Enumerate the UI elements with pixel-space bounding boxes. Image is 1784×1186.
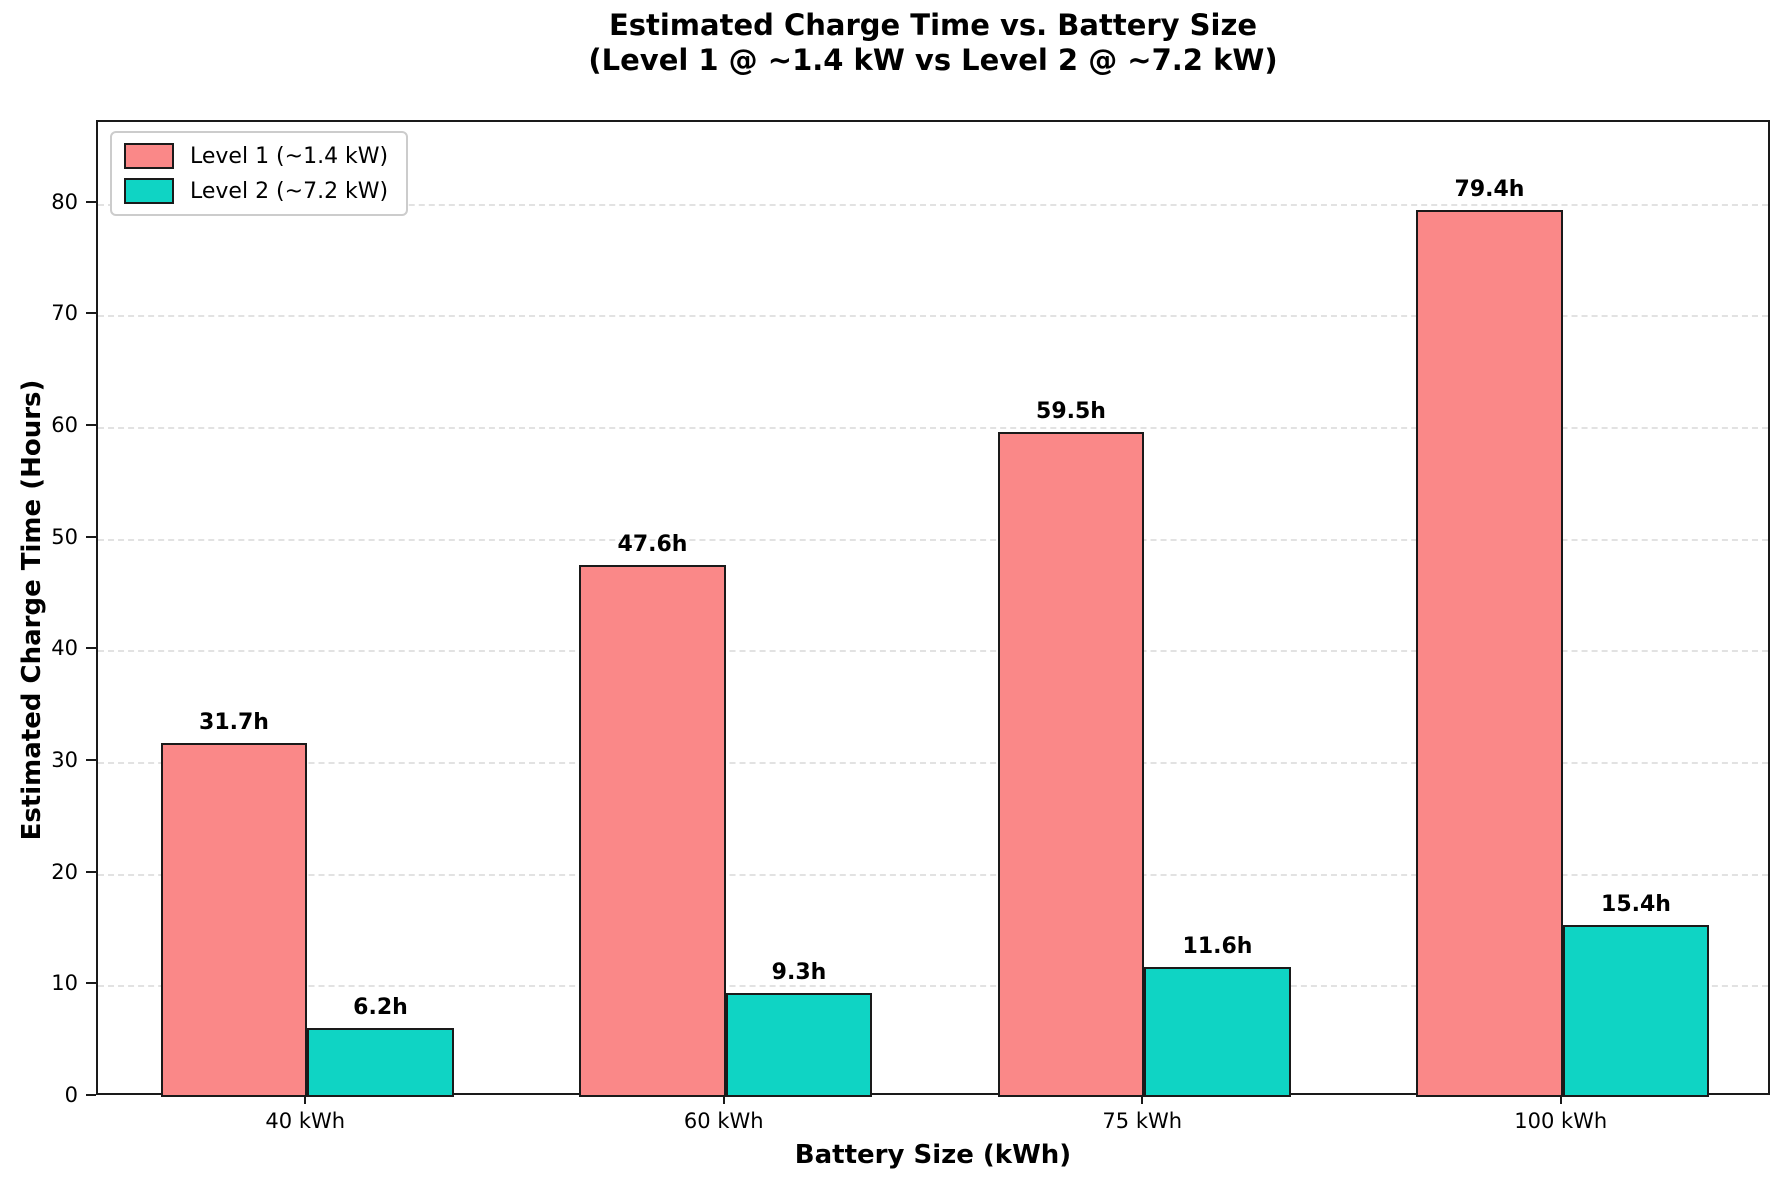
- gridline-40: [98, 650, 1768, 653]
- gridline-50: [98, 538, 1768, 541]
- bar-level-1-40-kwh: [160, 742, 308, 1097]
- y-tick-label-50: 50: [51, 524, 78, 549]
- gridline-60: [98, 426, 1768, 429]
- bar-value-label: 15.4h: [1601, 892, 1671, 917]
- bar-level-2-40-kwh: [307, 1027, 454, 1097]
- legend-swatch-1: [124, 143, 174, 169]
- y-tick-label-40: 40: [51, 636, 78, 661]
- y-tick-mark-10: [86, 982, 96, 985]
- y-tick-label-30: 30: [51, 747, 78, 772]
- x-tick-label-1: 40 kWh: [265, 1109, 346, 1133]
- bar-value-label: 9.3h: [771, 960, 827, 986]
- y-tick-label-80: 80: [51, 189, 78, 214]
- bar-level-1-100-kwh: [1416, 210, 1563, 1097]
- legend-entry-2: Level 2 (~7.2 kW): [124, 178, 388, 204]
- bar-value-label: 6.2h: [353, 994, 408, 1020]
- y-tick-mark-20: [86, 870, 96, 873]
- y-tick-mark-0: [86, 1094, 96, 1096]
- gridline-10: [98, 985, 1768, 988]
- gridline-30: [98, 761, 1768, 764]
- y-tick-label-20: 20: [51, 859, 78, 884]
- x-tick-label-3: 75 kWh: [1102, 1109, 1183, 1133]
- bar-value-label: 31.7h: [199, 709, 269, 735]
- y-tick-mark-80: [86, 200, 96, 203]
- gridline-70: [98, 315, 1768, 318]
- x-tick-label-4: 100 kWh: [1514, 1109, 1608, 1133]
- y-tick-label-10: 10: [51, 971, 78, 996]
- legend-label-2: Level 2 (~7.2 kW): [190, 178, 389, 204]
- gridline-20: [98, 873, 1768, 876]
- bar-value-label: 79.4h: [1454, 177, 1525, 203]
- legend-label-1: Level 1 (~1.4 kW): [190, 143, 389, 169]
- bar-level-1-60-kwh: [579, 565, 726, 1097]
- x-tick-mark-1: [304, 1094, 307, 1104]
- y-tick-label-0: 0: [64, 1083, 78, 1107]
- x-tick-mark-3: [1141, 1094, 1144, 1104]
- y-tick-mark-40: [86, 647, 96, 650]
- bar-value-label: 59.5h: [1036, 399, 1106, 425]
- bar-level-2-60-kwh: [725, 993, 873, 1097]
- y-tick-mark-50: [86, 535, 96, 538]
- plot-area: Level 1 (~1.4 kW) Level 2 (~7.2 kW) 31.7h…: [96, 120, 1770, 1097]
- y-tick-mark-70: [86, 312, 96, 315]
- y-tick-mark-60: [86, 423, 96, 426]
- x-tick-label-2: 60 kWh: [683, 1109, 764, 1133]
- y-axis-label: Estimated Charge Time (Hours): [17, 379, 47, 841]
- gridline-80: [98, 203, 1768, 206]
- x-axis-label: Battery Size (kWh): [794, 1140, 1072, 1170]
- chart-title-line2: (Level 1 @ ~1.4 kW vs Level 2 @ ~7.2 kW): [588, 43, 1278, 78]
- y-tick-mark-30: [86, 758, 96, 761]
- y-tick-label-60: 60: [51, 412, 78, 437]
- bar-level-2-100-kwh: [1562, 925, 1710, 1097]
- bar-value-label: 11.6h: [1182, 934, 1253, 960]
- chart-title-line1: Estimated Charge Time vs. Battery Size: [608, 8, 1258, 42]
- x-tick-mark-2: [722, 1094, 725, 1104]
- bar-value-label: 47.6h: [617, 532, 688, 558]
- legend-swatch-2: [124, 178, 174, 204]
- bar-level-1-75-kwh: [997, 432, 1145, 1097]
- bar-level-2-75-kwh: [1144, 967, 1291, 1097]
- y-tick-label-70: 70: [51, 301, 78, 326]
- legend-entry-1: Level 1 (~1.4 kW): [124, 143, 388, 169]
- chart-title: Estimated Charge Time vs. Battery Size (…: [96, 8, 1770, 79]
- legend: Level 1 (~1.4 kW) Level 2 (~7.2 kW): [110, 131, 409, 216]
- x-tick-mark-4: [1559, 1094, 1562, 1104]
